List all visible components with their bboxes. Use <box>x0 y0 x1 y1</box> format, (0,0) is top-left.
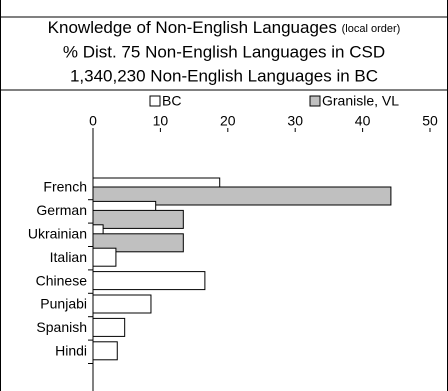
x-tick-label: 10 <box>153 113 169 129</box>
x-tick-label: 0 <box>89 113 97 129</box>
bar <box>92 233 184 253</box>
bar <box>92 209 184 229</box>
y-tick-label: Hindi <box>55 343 87 359</box>
x-tick-label: 50 <box>422 113 438 129</box>
bar <box>92 186 392 206</box>
title-main: Knowledge of Non-English Languages <box>48 18 337 37</box>
y-tick-label: Spanish <box>36 319 87 335</box>
title-note: (local order) <box>342 23 401 35</box>
top-frame <box>0 0 448 18</box>
y-tick-label: French <box>43 179 87 195</box>
subtitle: 1,340,230 Non-English Languages in BC <box>70 66 378 85</box>
chart-title: Knowledge of Non-English Languages (loca… <box>48 18 401 37</box>
bar <box>92 341 118 361</box>
bar <box>92 294 152 314</box>
y-tick-label: German <box>36 202 87 218</box>
legend-swatch <box>149 95 161 107</box>
bar <box>92 271 206 291</box>
bar <box>92 317 126 337</box>
y-tick-label: Ukrainian <box>28 226 87 242</box>
y-tick-label: Italian <box>50 249 87 265</box>
x-tick-label: 30 <box>287 113 303 129</box>
y-tick-label: Chinese <box>36 272 88 288</box>
bar <box>92 247 117 267</box>
legend-swatch <box>309 95 321 107</box>
x-tick-label: 20 <box>220 113 236 129</box>
subtitle: % Dist. 75 Non-English Languages in CSD <box>63 42 385 61</box>
legend-label: Granisle, VL <box>322 93 399 109</box>
x-tick-label: 40 <box>355 113 371 129</box>
legend-label: BC <box>162 93 181 109</box>
y-tick-label: Punjabi <box>40 296 87 312</box>
